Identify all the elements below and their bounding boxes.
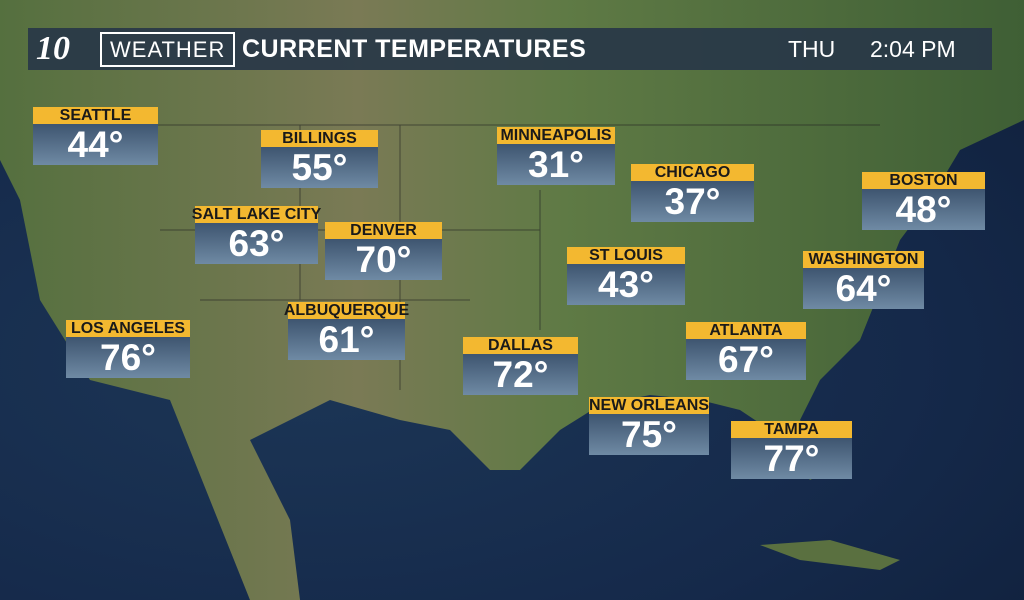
city-name-text: CHICAGO bbox=[654, 164, 731, 181]
city-temp: 64° bbox=[803, 268, 924, 309]
city-temperature-minneapolis: MINNEAPOLIS 31° bbox=[497, 127, 615, 185]
city-temp: 37° bbox=[631, 181, 754, 222]
city-name-text: NEW ORLEANS bbox=[589, 397, 709, 414]
city-name-text: BILLINGS bbox=[282, 130, 357, 147]
city-name-text: SALT LAKE CITY bbox=[191, 206, 322, 223]
city-temperature-new-orleans: NEW ORLEANS 75° bbox=[589, 397, 709, 455]
city-temp: 76° bbox=[66, 337, 190, 378]
cuba-island bbox=[760, 540, 900, 570]
city-name: WASHINGTON bbox=[803, 251, 924, 268]
city-name: TAMPA bbox=[731, 421, 852, 438]
city-temperature-dallas: DALLAS 72° bbox=[463, 337, 578, 395]
city-name: SALT LAKE CITY bbox=[191, 206, 322, 223]
page-title: CURRENT TEMPERATURES bbox=[242, 35, 587, 63]
time-label: 2:04 PM bbox=[870, 36, 956, 62]
city-temperature-st-louis: ST LOUIS 43° bbox=[567, 247, 685, 305]
city-temperature-los-angeles: LOS ANGELES 76° bbox=[66, 320, 190, 378]
day-label: THU bbox=[788, 36, 836, 62]
city-name: CHICAGO bbox=[631, 164, 754, 181]
city-temp: 44° bbox=[33, 124, 158, 165]
header-bar: 10 WEATHER CURRENT TEMPERATURES THU 2:04… bbox=[28, 28, 992, 70]
city-name-text: WASHINGTON bbox=[808, 251, 919, 268]
station-logo: 10 bbox=[36, 30, 70, 67]
city-name: SEATTLE bbox=[33, 107, 158, 124]
city-temperature-denver: DENVER 70° bbox=[325, 222, 442, 280]
city-name: MINNEAPOLIS bbox=[497, 127, 615, 144]
city-name: ATLANTA bbox=[686, 322, 806, 339]
city-temperature-billings: BILLINGS 55° bbox=[261, 130, 378, 188]
city-temperature-tampa: TAMPA 77° bbox=[731, 421, 852, 479]
city-temperature-atlanta: ATLANTA 67° bbox=[686, 322, 806, 380]
city-name-text: TAMPA bbox=[764, 421, 819, 438]
city-temp: 72° bbox=[463, 354, 578, 395]
city-name-text: DENVER bbox=[350, 222, 417, 239]
city-temp: 48° bbox=[862, 189, 985, 230]
city-name: LOS ANGELES bbox=[66, 320, 190, 337]
city-name-text: ALBUQUERQUE bbox=[283, 302, 410, 319]
city-name-text: LOS ANGELES bbox=[70, 320, 186, 337]
city-temp: 63° bbox=[195, 223, 318, 264]
city-name: DENVER bbox=[325, 222, 442, 239]
city-name: NEW ORLEANS bbox=[589, 397, 709, 414]
city-temp: 43° bbox=[567, 264, 685, 305]
city-temp: 61° bbox=[288, 319, 405, 360]
city-temp: 75° bbox=[589, 414, 709, 455]
city-temp: 55° bbox=[261, 147, 378, 188]
city-name: ALBUQUERQUE bbox=[284, 302, 409, 319]
city-temperature-seattle: SEATTLE 44° bbox=[33, 107, 158, 165]
city-name-text: ATLANTA bbox=[709, 322, 783, 339]
city-temp: 31° bbox=[497, 144, 615, 185]
city-name-text: ST LOUIS bbox=[589, 247, 663, 264]
brand-label: WEATHER bbox=[100, 32, 236, 67]
city-temperature-salt-lake-city: SALT LAKE CITY 63° bbox=[191, 206, 322, 264]
city-temp: 77° bbox=[731, 438, 852, 479]
city-temperature-chicago: CHICAGO 37° bbox=[631, 164, 754, 222]
city-name: BILLINGS bbox=[261, 130, 378, 147]
city-name-text: SEATTLE bbox=[59, 107, 132, 124]
city-name-text: DALLAS bbox=[488, 337, 553, 354]
city-temperature-albuquerque: ALBUQUERQUE 61° bbox=[284, 302, 409, 360]
city-name: BOSTON bbox=[862, 172, 985, 189]
city-name-text: MINNEAPOLIS bbox=[500, 127, 612, 144]
city-temp: 67° bbox=[686, 339, 806, 380]
city-temperature-boston: BOSTON 48° bbox=[862, 172, 985, 230]
city-name: ST LOUIS bbox=[567, 247, 685, 264]
city-name: DALLAS bbox=[463, 337, 578, 354]
city-temperature-washington: WASHINGTON 64° bbox=[803, 251, 924, 309]
city-temp: 70° bbox=[325, 239, 442, 280]
city-name-text: BOSTON bbox=[889, 172, 958, 189]
